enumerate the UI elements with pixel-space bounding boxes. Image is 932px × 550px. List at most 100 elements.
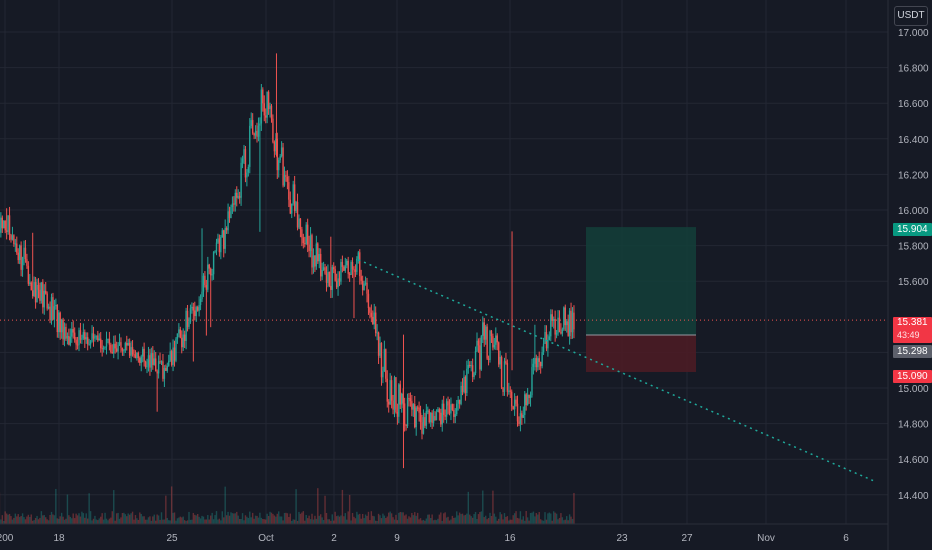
candle-down [545, 325, 548, 352]
candle-body [107, 338, 109, 340]
candle-up [150, 347, 153, 372]
volume-bar [502, 519, 504, 524]
volume-bar [246, 516, 248, 524]
candle-body [89, 341, 92, 345]
currency-button[interactable]: USDT [894, 6, 928, 26]
candle-body [60, 319, 63, 333]
candle-down [165, 364, 167, 372]
candle-body [201, 291, 203, 300]
candle-down [97, 330, 99, 343]
candle-body [166, 365, 168, 371]
volume-bar [150, 520, 153, 524]
candle-body [194, 310, 196, 317]
candle-body [354, 269, 357, 272]
candle-up [493, 337, 496, 350]
volume-bar [100, 516, 102, 524]
candle-body [460, 385, 462, 404]
candle-body [45, 290, 47, 294]
candle-down [272, 114, 274, 144]
candle-up [466, 360, 468, 397]
price-tick-label: 16.600 [898, 99, 929, 110]
candle-up [571, 307, 574, 339]
candle-body [567, 321, 569, 336]
candle-body [199, 299, 202, 305]
candle-up [305, 222, 307, 245]
volume-bar [52, 514, 54, 524]
candle-body [495, 335, 497, 345]
candle-down [194, 301, 196, 321]
candle-up [529, 391, 532, 407]
volume-bar [136, 518, 138, 524]
volume-bar [29, 517, 31, 524]
candle-down [101, 340, 103, 357]
volume-bar [425, 518, 428, 524]
volume-bar [55, 488, 57, 524]
candle-down [564, 304, 566, 331]
candle-body [366, 282, 368, 294]
candle-up [393, 375, 396, 418]
volume-bar [445, 517, 448, 524]
candle-down [444, 409, 446, 421]
candle-body [415, 407, 417, 428]
volume-bar [361, 513, 364, 524]
volume-bar [218, 518, 221, 524]
volume-bar [243, 520, 245, 524]
candle-body [114, 343, 116, 349]
volume-bar [298, 511, 300, 524]
candle-body [441, 403, 443, 425]
candle-up [69, 328, 72, 347]
candle-down [380, 342, 383, 386]
candle-body [195, 307, 197, 317]
candle-body [414, 404, 416, 428]
volume-bar [538, 512, 540, 524]
candle-down [65, 323, 67, 342]
candle-body [493, 344, 496, 348]
candle-body [477, 340, 480, 346]
candle-body [348, 273, 351, 275]
candle-up [220, 234, 222, 260]
candle-body [443, 403, 445, 415]
volume-bar [159, 519, 161, 524]
candle-down [451, 403, 454, 412]
candle-body [192, 306, 195, 311]
candle-down [205, 279, 208, 336]
candle-up [118, 333, 121, 347]
candle-body [7, 215, 9, 232]
volume-bar [79, 516, 82, 524]
candle-body [416, 407, 419, 409]
candle-up [450, 397, 452, 421]
candle-up [327, 264, 329, 288]
candle-body [97, 335, 99, 341]
candle-body [207, 264, 209, 290]
volume-bar [539, 519, 542, 524]
volume-bar [211, 512, 213, 524]
candle-body [79, 330, 82, 340]
candle-down [262, 87, 264, 112]
candle-body [318, 254, 320, 262]
candle-up [389, 373, 391, 405]
candle-body [175, 338, 177, 361]
volume-bar [16, 516, 18, 524]
candle-body [306, 224, 309, 245]
candle-body [534, 358, 536, 364]
candle-up [214, 250, 216, 254]
volume-bar [166, 518, 168, 524]
time-tick-label: 2 [331, 533, 337, 544]
candle-body [440, 412, 442, 425]
candle-body [496, 335, 498, 343]
candle-body [263, 103, 265, 116]
candle-body [254, 130, 257, 136]
volume-bar [1, 515, 4, 524]
candle-body [237, 196, 239, 198]
volume-bar [299, 513, 302, 524]
volume-bar [373, 516, 375, 524]
volume-bar [183, 520, 186, 524]
candle-up [207, 256, 209, 293]
candle-up [105, 331, 108, 355]
volume-bar [526, 517, 529, 524]
candle-up [50, 293, 53, 325]
candle-up [191, 302, 193, 314]
candle-up [427, 406, 429, 415]
candle-up [495, 327, 497, 350]
